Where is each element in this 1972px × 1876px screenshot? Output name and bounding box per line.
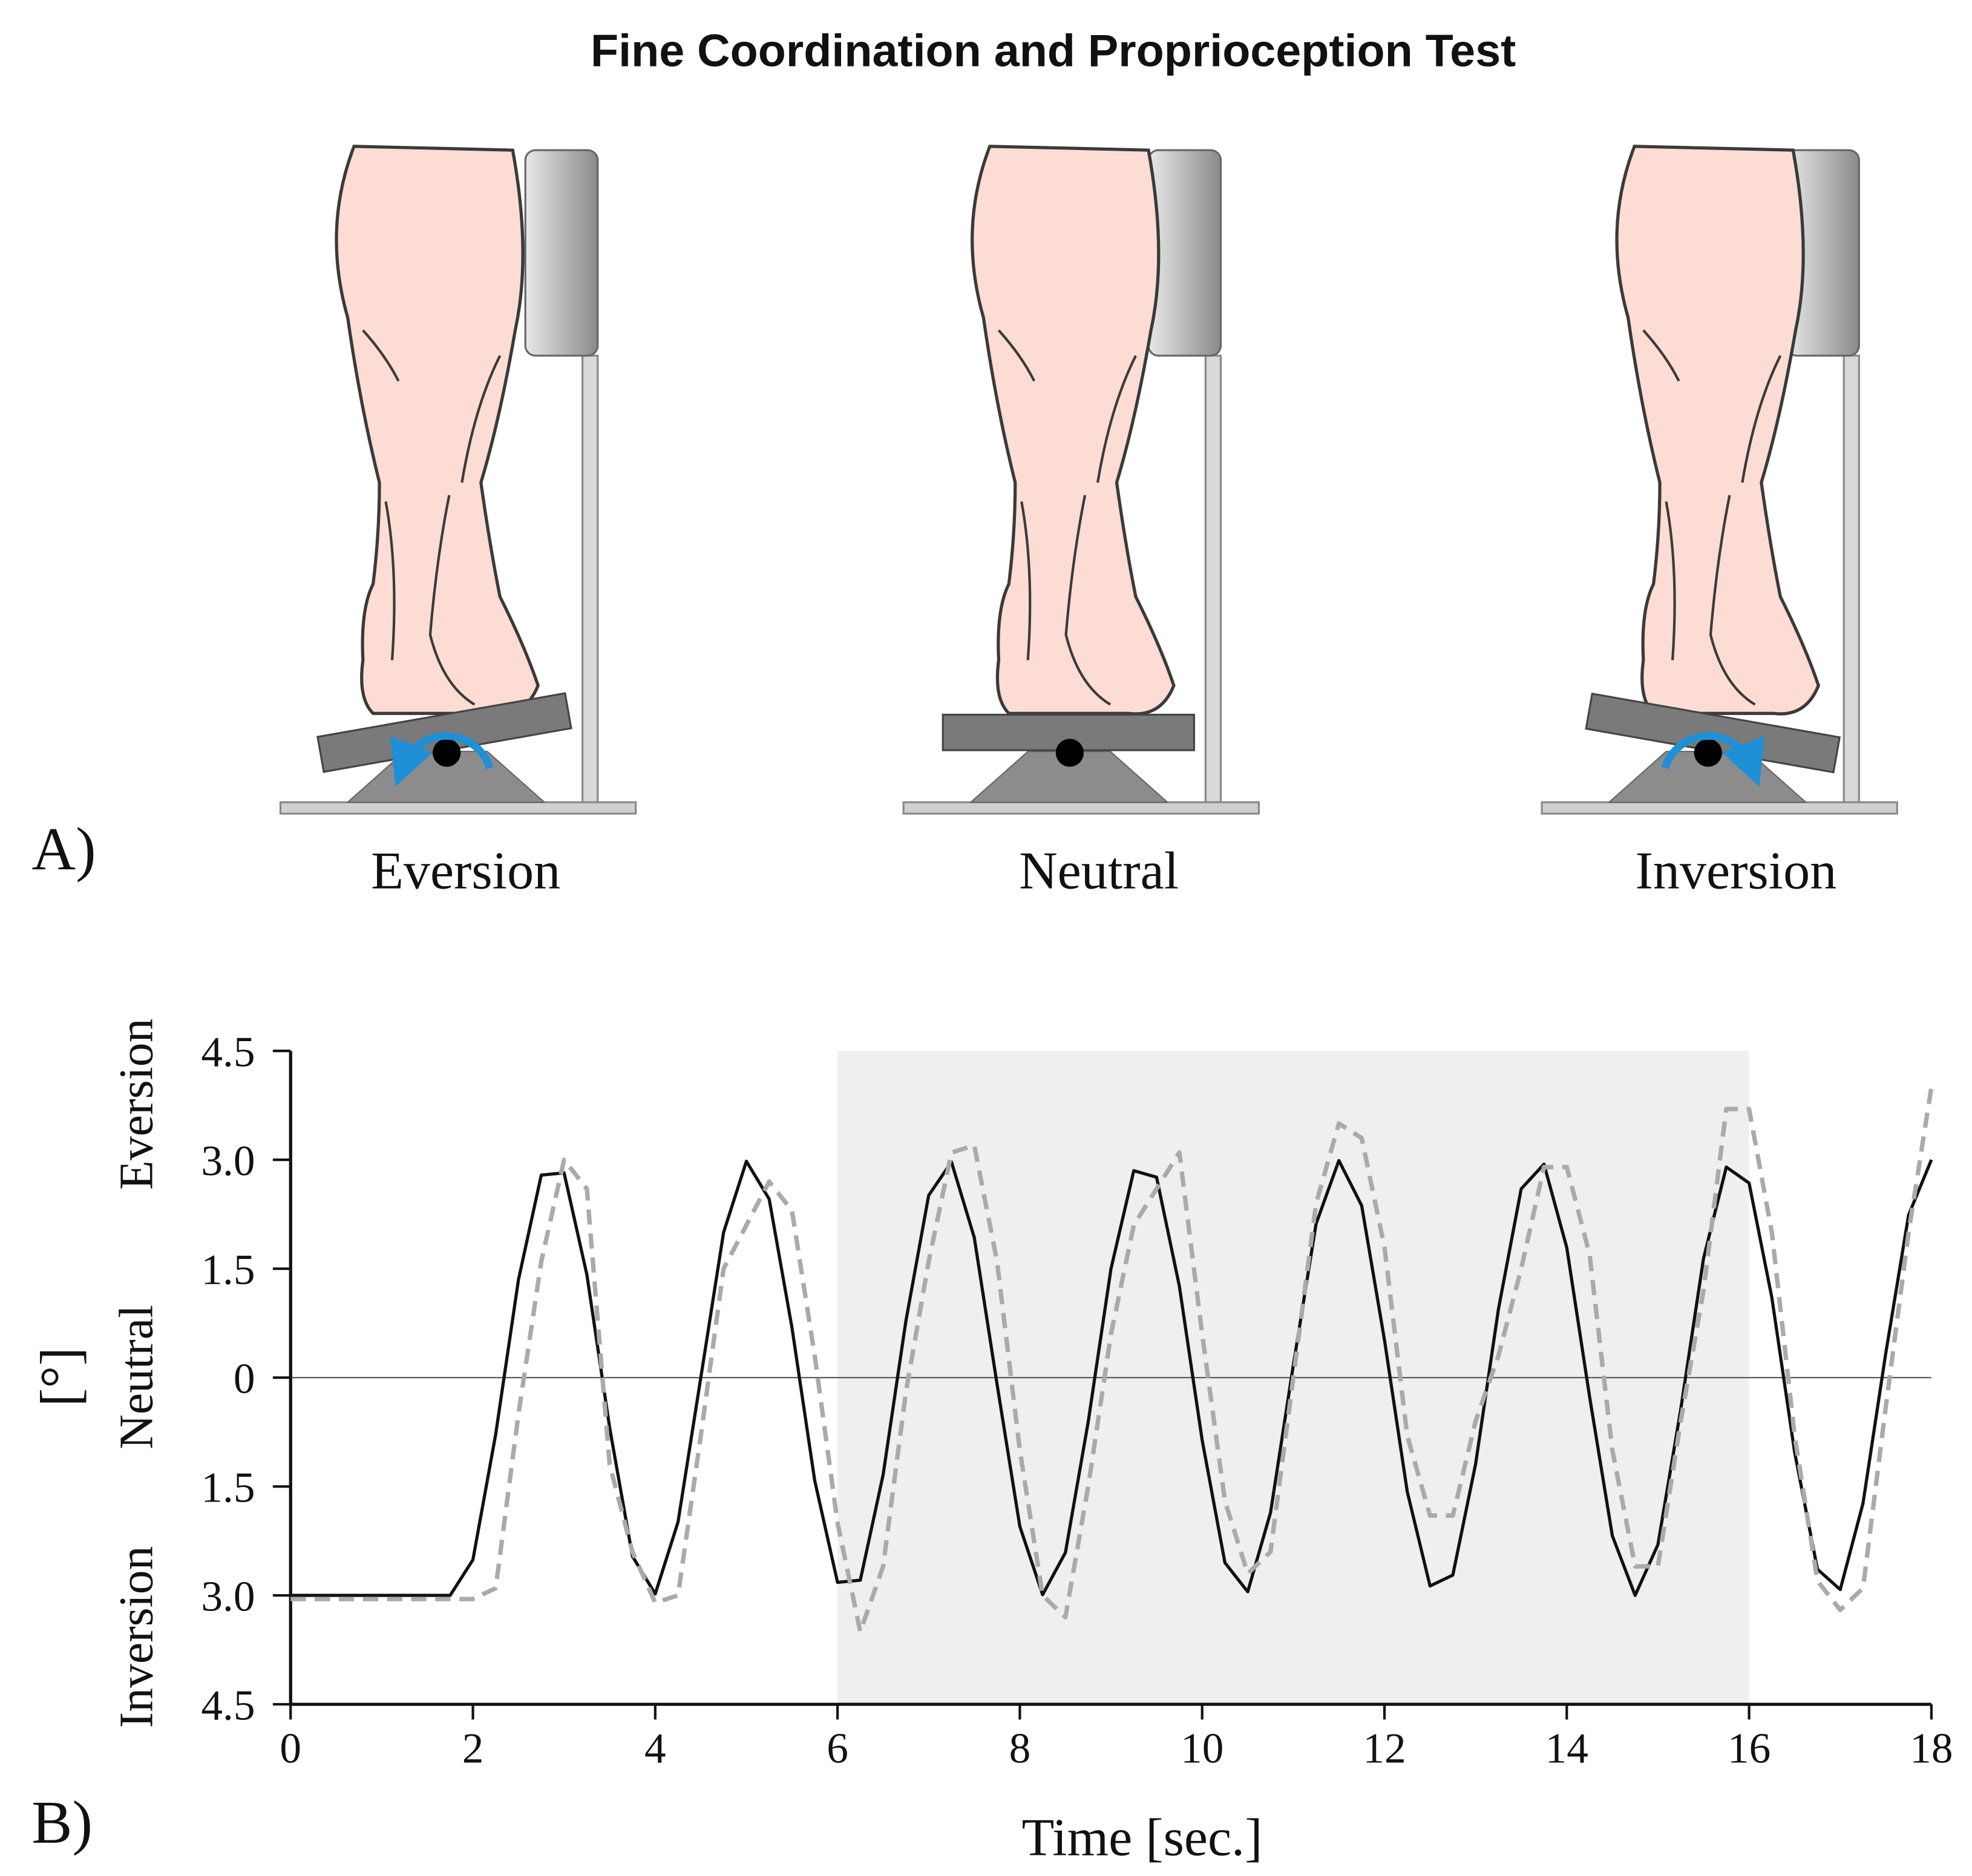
series-line [290,1087,1934,1634]
leg [336,146,538,714]
chart: 4.5 3.0 1.5 0 1.5 3.0 4.5 0 2 4 6 8 10 12 14 16 18 Time [… [29,1019,1953,1868]
illustration-label: Inversion [1636,842,1837,901]
y-tick-label: 4.5 [201,1681,255,1729]
y-tick-label: 3.0 [201,1137,255,1185]
x-tick-label: 6 [827,1725,848,1773]
rotation-arrow [1661,732,1764,787]
pivot [433,739,461,767]
x-axis-label: Time [sec.] [1021,1809,1262,1868]
panel-label: A) [31,815,96,883]
y-tick-label: 0 [234,1355,255,1402]
x-tick-label: 4 [644,1725,666,1773]
x-tick-label: 10 [1181,1725,1223,1773]
x-tick-label: 18 [1910,1725,1953,1773]
y-side-label: Neutral [110,1305,163,1449]
x-tick-label: 2 [462,1725,484,1773]
y-tick-label: 4.5 [201,1028,255,1076]
illustration-label: Eversion [371,842,560,901]
y-axis-label: [°] [29,1347,91,1407]
x-tick-label: 16 [1728,1725,1771,1773]
neutral-illustration [902,146,1260,815]
y-tick-label: 1.5 [201,1463,255,1511]
illustration-label: Neutral [1019,842,1179,901]
x-tick-label: 0 [280,1725,301,1773]
series-line [290,1159,1933,1597]
y-tick-label: 3.0 [201,1572,255,1620]
pivot [1694,739,1722,767]
eversion-illustration [279,146,637,815]
y-tick-label: 1.5 [201,1246,255,1293]
y-side-label: Inversion [110,1546,163,1728]
x-tick-label: 12 [1363,1725,1406,1773]
leg [1617,146,1818,714]
pivot [1055,739,1084,767]
y-side-label: Eversion [110,1019,163,1190]
panel-label: B) [31,1788,93,1856]
inversion-illustration [1541,146,1898,815]
rotation-arrow [390,732,494,787]
leg [972,146,1174,714]
x-tick-label: 8 [1009,1725,1031,1773]
figure-title: Fine Coordination and Proprioception Tes… [591,25,1516,76]
x-tick-label: 14 [1545,1725,1588,1773]
